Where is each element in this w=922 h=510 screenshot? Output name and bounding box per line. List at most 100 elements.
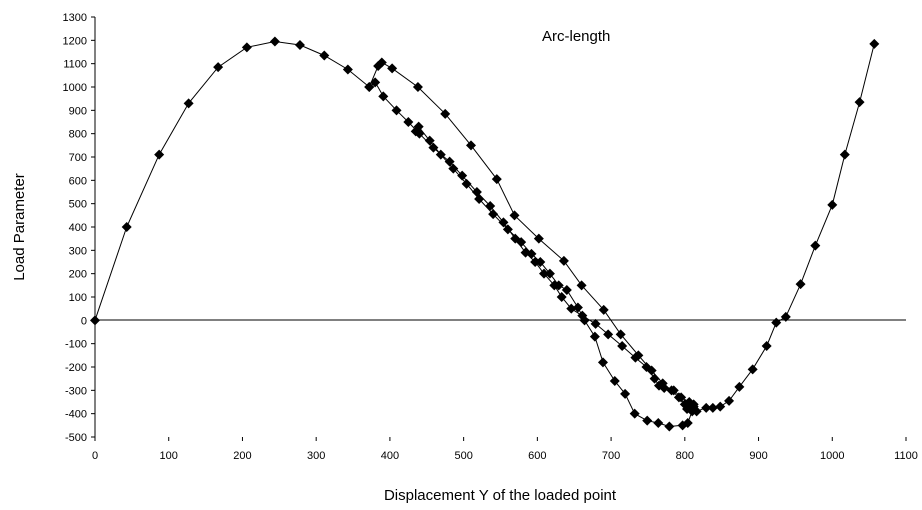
data-point-marker <box>474 194 485 204</box>
data-point-marker <box>615 329 626 340</box>
data-point-marker <box>747 364 758 375</box>
data-point-marker <box>668 385 679 396</box>
data-point-marker <box>435 149 446 160</box>
y-tick-label: 600 <box>69 175 87 187</box>
y-tick-label: -300 <box>65 385 87 397</box>
y-tick-label: 100 <box>69 292 87 304</box>
data-point-marker <box>642 415 653 426</box>
y-tick-label: -500 <box>65 432 87 444</box>
data-point-marker <box>535 257 546 267</box>
data-point-marker <box>154 149 165 160</box>
y-tick-label: -400 <box>65 409 87 421</box>
y-tick-label: 400 <box>69 222 87 234</box>
data-point-marker <box>509 210 520 221</box>
data-point-marker <box>241 42 252 53</box>
data-point-marker <box>502 224 513 235</box>
series-lines <box>94 40 875 428</box>
x-tick-label: 800 <box>676 450 694 462</box>
data-point-marker <box>701 402 712 413</box>
data-point-marker <box>771 317 782 328</box>
data-point-marker <box>391 105 402 116</box>
data-point-marker <box>491 174 502 185</box>
data-point-marker <box>649 373 660 384</box>
data-point-marker <box>566 303 577 314</box>
data-point-marker <box>526 248 537 259</box>
y-tick-label: 500 <box>69 199 87 211</box>
data-point-marker <box>90 315 100 326</box>
y-tick-label: -100 <box>65 339 87 351</box>
data-point-marker <box>734 381 745 392</box>
x-tick-label: 900 <box>749 450 767 462</box>
data-point-marker <box>533 233 544 244</box>
y-tick-label: 800 <box>69 129 87 141</box>
data-point-marker <box>488 209 499 220</box>
data-point-marker <box>412 82 423 92</box>
data-point-marker <box>589 331 600 342</box>
x-axis-title: Displacement Y of the loaded point <box>384 487 617 504</box>
data-point-marker <box>620 388 631 399</box>
data-point-marker <box>444 156 455 167</box>
data-point-marker <box>121 222 132 232</box>
data-point-marker <box>213 62 224 73</box>
x-tick-label: 600 <box>528 450 546 462</box>
data-point-marker <box>724 395 735 406</box>
data-point-marker <box>457 170 468 181</box>
data-point-marker <box>376 57 387 68</box>
data-point-marker <box>364 82 375 92</box>
x-tick-label: 700 <box>602 450 620 462</box>
data-point-marker <box>572 302 583 313</box>
data-point-marker <box>869 38 880 49</box>
y-axis-title: Load Parameter <box>11 173 28 281</box>
data-point-marker <box>413 121 424 132</box>
data-point-marker <box>403 117 414 127</box>
data-point-marker <box>839 149 850 160</box>
data-point-marker <box>659 383 670 393</box>
data-point-marker <box>387 63 398 74</box>
data-point-marker <box>827 199 838 210</box>
x-axis-ticks: 0 100 200 300 400 500 600 700 800 900 1000 1100 <box>92 437 918 462</box>
chart-annotation: Arc-length <box>542 28 610 45</box>
data-point-marker <box>630 352 641 363</box>
data-point-marker <box>664 421 675 432</box>
data-point-marker <box>378 91 389 102</box>
x-tick-label: 200 <box>233 450 251 462</box>
data-point-marker <box>558 255 569 266</box>
data-point-marker <box>294 40 305 50</box>
data-point-marker <box>544 268 555 279</box>
y-tick-label: -200 <box>65 362 87 374</box>
y-tick-label: 900 <box>69 105 87 117</box>
data-point-marker <box>183 98 194 109</box>
data-point-marker <box>466 140 477 151</box>
data-point-marker <box>653 418 664 428</box>
series-line-1 <box>94 40 875 412</box>
data-point-marker <box>810 240 821 251</box>
data-point-marker <box>498 217 509 228</box>
data-point-marker <box>428 142 439 153</box>
chart-axes <box>94 17 906 437</box>
series-line-3 <box>415 125 695 428</box>
data-point-marker <box>590 318 601 329</box>
data-point-marker <box>370 77 381 88</box>
data-point-marker <box>556 292 567 302</box>
y-tick-label: 0 <box>81 315 87 327</box>
data-point-marker <box>424 135 435 146</box>
data-point-marker <box>629 408 640 419</box>
data-point-marker <box>688 401 699 412</box>
y-tick-label: 700 <box>69 152 87 164</box>
data-point-marker <box>269 36 280 47</box>
data-markers <box>90 36 880 432</box>
x-tick-label: 1000 <box>820 450 844 462</box>
data-point-marker <box>598 304 609 315</box>
x-tick-label: 500 <box>454 450 472 462</box>
data-point-marker <box>579 315 590 326</box>
y-tick-label: 1200 <box>63 35 87 47</box>
data-point-marker <box>319 50 330 61</box>
data-point-marker <box>854 97 865 108</box>
data-point-marker <box>597 357 608 368</box>
x-tick-label: 0 <box>92 450 98 462</box>
data-point-marker <box>516 237 527 248</box>
data-point-marker <box>461 178 472 189</box>
data-point-marker <box>641 362 652 372</box>
data-point-marker <box>795 279 806 290</box>
data-point-marker <box>576 280 587 291</box>
